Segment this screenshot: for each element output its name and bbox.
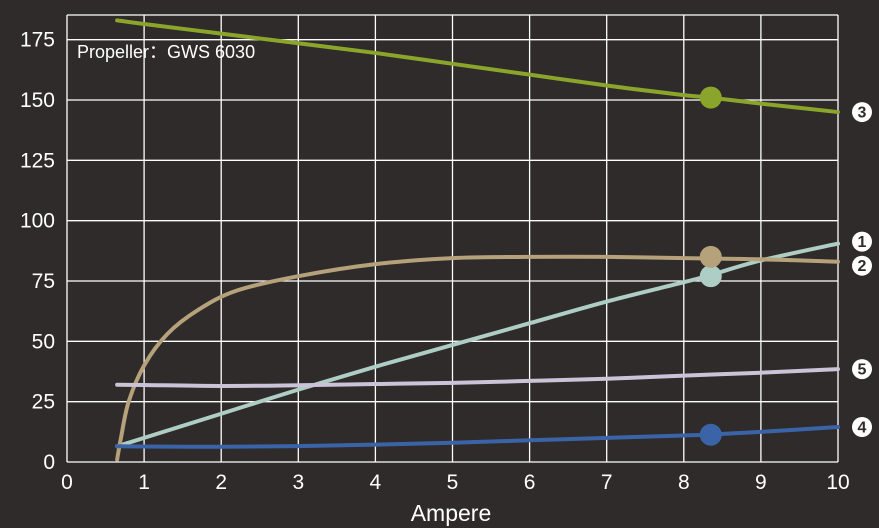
series-line-3 [117,20,838,112]
y-tick-label: 50 [32,330,55,353]
series-line-1 [117,244,838,447]
y-tick-label: 125 [20,149,55,172]
x-tick-label: 9 [755,471,767,494]
grid-layer [67,15,838,462]
y-tick-label: 75 [32,270,55,293]
x-tick-label: 7 [601,471,613,494]
marker-layer [700,87,722,446]
series-badge-5: 5 [852,359,872,379]
y-tick-label: 175 [20,29,55,52]
series-badge-4: 4 [852,417,872,437]
x-tick-label: 6 [524,471,536,494]
y-tick-label: 0 [43,451,55,474]
x-tick-label: 4 [370,471,382,494]
series-number-badges: 1 2 3 4 5 [852,102,872,437]
series-marker-4 [700,424,722,446]
x-tick-label: 8 [678,471,690,494]
series-badge-2: 2 [852,256,872,276]
series-marker-3 [700,87,722,109]
series-line-2 [117,257,838,460]
series-marker-1 [700,265,722,287]
x-tick-label: 5 [447,471,459,494]
series-badge-label: 5 [858,362,867,379]
propeller-annotation: Propeller：GWS 6030 [77,42,255,62]
series-badge-label: 3 [858,105,867,122]
y-tick-label: 150 [20,89,55,112]
y-tick-label: 100 [20,210,55,233]
series-badge-3: 3 [852,102,872,122]
x-axis-title: Ampere [411,500,492,526]
series-layer [117,20,838,459]
series-line-5 [117,369,838,386]
series-marker-2 [700,246,722,268]
x-tick-label: 1 [138,471,150,494]
series-badge-label: 1 [858,234,867,251]
series-badge-1: 1 [852,232,872,252]
x-tick-label: 0 [61,471,73,494]
x-tick-label: 10 [826,471,849,494]
series-badge-label: 2 [858,258,867,275]
x-tick-label: 3 [292,471,304,494]
series-line-4 [117,427,838,447]
series-badge-label: 4 [858,420,867,437]
y-tick-label: 25 [32,391,55,414]
x-tick-label: 2 [215,471,227,494]
